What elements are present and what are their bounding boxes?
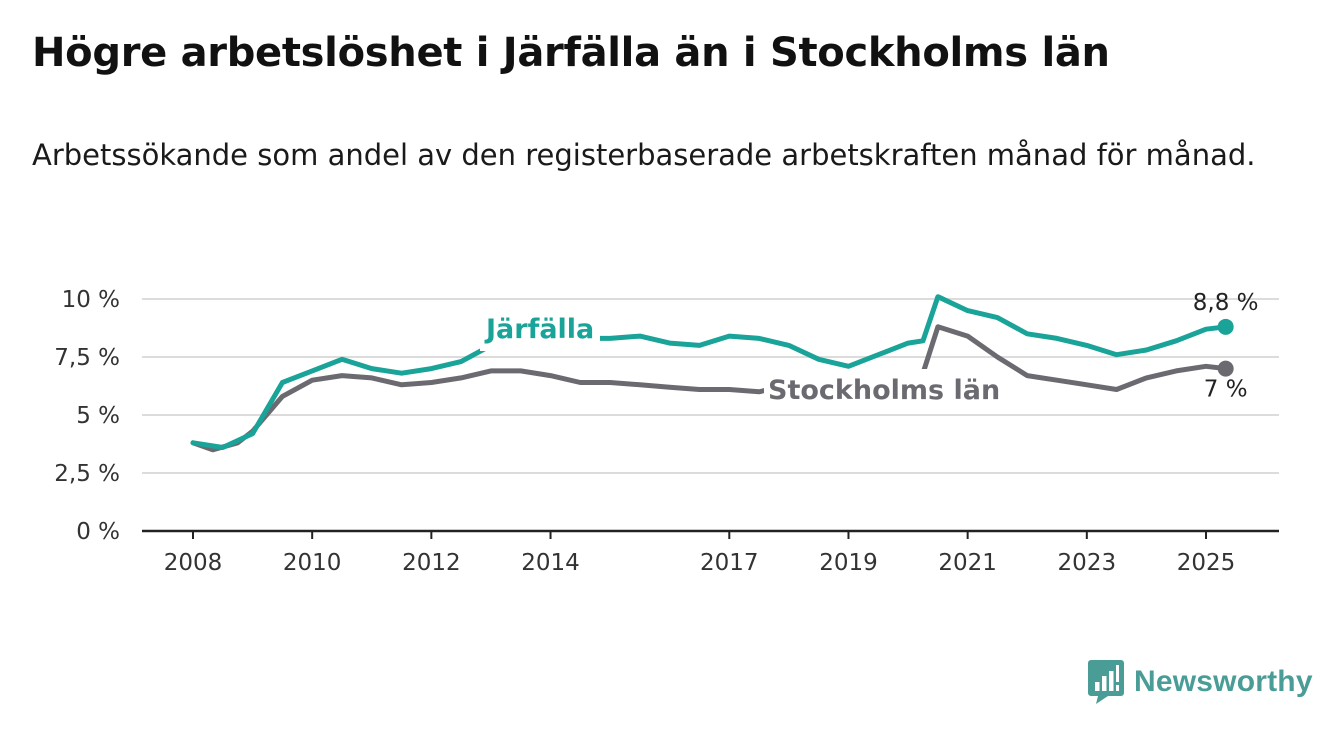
newsworthy-logo: Newsworthy: [1088, 660, 1313, 704]
series-end-point: [1217, 360, 1234, 377]
gridlines: [142, 298, 1279, 474]
end-value-label-stockholms-lan: 7 %: [1204, 377, 1248, 403]
y-tick-label: 5 %: [76, 403, 120, 429]
x-tick-label: 2019: [819, 550, 878, 576]
x-tick-label: 2014: [521, 550, 580, 576]
end-value-label-jarfalla: 8,8 %: [1193, 290, 1259, 316]
line-chart: 0 % 2,5 % 5 % 7,5 % 10 % 2008 2010 2012 2014 201…: [54, 287, 1279, 576]
y-tick-label: 7,5 %: [54, 345, 120, 371]
series-line-jarfalla: [190, 294, 1229, 450]
series-line-stockholms-lan: [190, 324, 1229, 453]
label-background: [764, 369, 1000, 411]
chart-title: Högre arbetslöshet i Järfälla än i Stock…: [32, 30, 1110, 76]
label-background: [480, 305, 600, 351]
series-labels: Järfälla Stockholms län 8,8 % 7 %: [480, 290, 1259, 411]
series-label-jarfalla: Järfälla: [484, 314, 594, 345]
y-tick-label: 10 %: [62, 287, 120, 313]
bar-chart-chat-icon: [1088, 660, 1124, 704]
brand-name: Newsworthy: [1134, 665, 1313, 698]
x-tick-label: 2025: [1177, 550, 1236, 576]
y-tick-label: 2,5 %: [54, 461, 120, 487]
x-tick-label: 2012: [402, 550, 461, 576]
series-end-point: [1217, 318, 1234, 335]
chart-subtitle: Arbetssökande som andel av den registerb…: [32, 138, 1256, 172]
x-tick-label: 2023: [1058, 550, 1117, 576]
y-tick-label: 0 %: [76, 519, 120, 545]
y-axis-ticks: 0 % 2,5 % 5 % 7,5 % 10 %: [54, 287, 120, 545]
x-axis-ticks: 2008 2010 2012 2014 2017 2019 2021 2023 2025: [164, 531, 1236, 576]
series-lines: [190, 294, 1234, 453]
series-label-stockholms-lan: Stockholms län: [768, 375, 1000, 406]
x-tick-label: 2008: [164, 550, 223, 576]
x-tick-label: 2021: [938, 550, 997, 576]
x-tick-label: 2010: [283, 550, 342, 576]
x-tick-label: 2017: [700, 550, 759, 576]
